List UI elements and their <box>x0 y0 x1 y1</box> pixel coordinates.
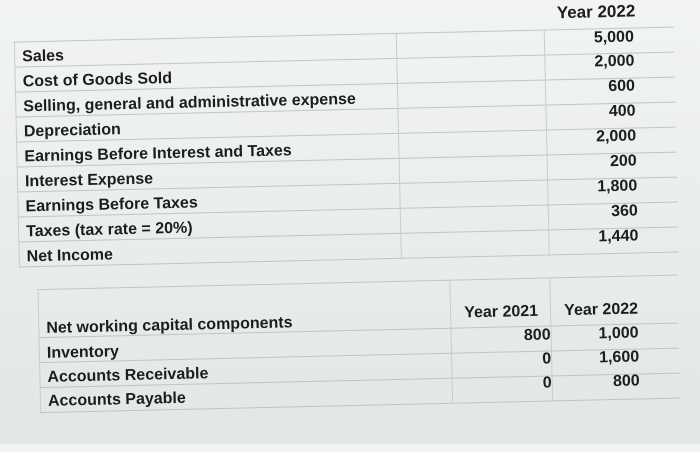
row-value-inventory-2021: 800 <box>523 326 551 345</box>
row-label-ebt: Earnings Before Taxes <box>25 194 198 216</box>
row-value-accounts-payable-2021: 0 <box>542 374 552 392</box>
row-value-accounts-receivable-2022: 1,600 <box>598 348 640 367</box>
row-label-depreciation: Depreciation <box>23 121 121 141</box>
row-value-cogs: 2,000 <box>594 52 635 71</box>
row-value-sga: 600 <box>608 77 636 96</box>
row-label-inventory: Inventory <box>46 343 120 362</box>
column-header-year-2021: Year 2021 <box>464 302 539 322</box>
row-label-cogs: Cost of Goods Sold <box>22 70 173 91</box>
grid-line <box>37 289 42 413</box>
row-value-depreciation: 400 <box>608 102 636 121</box>
row-value-inventory-2022: 1,000 <box>598 324 639 343</box>
row-value-accounts-receivable-2021: 0 <box>542 350 552 368</box>
row-value-taxes: 360 <box>610 202 639 221</box>
row-label-accounts-payable: Accounts Payable <box>47 389 186 410</box>
row-label-accounts-receivable: Accounts Receivable <box>47 365 209 386</box>
row-value-accounts-payable-2022: 800 <box>612 372 640 391</box>
row-label-ebit: Earnings Before Interest and Taxes <box>24 142 292 166</box>
section-title-working-capital: Net working capital components <box>46 314 293 337</box>
row-value-net-income: 1,440 <box>598 227 639 246</box>
row-label-taxes: Taxes (tax rate = 20%) <box>25 219 193 241</box>
row-value-sales: 5,000 <box>593 28 635 47</box>
grid-line <box>395 32 402 258</box>
row-label-net-income: Net Income <box>26 246 114 266</box>
row-value-ebit: 2,000 <box>595 127 637 146</box>
row-label-sales: Sales <box>21 47 65 66</box>
column-header-year-2022: Year 2022 <box>564 300 639 320</box>
grid-line <box>37 274 678 291</box>
row-value-ebt: 1,800 <box>597 177 638 196</box>
column-header-year-2022: Year 2022 <box>556 1 636 23</box>
grid-line <box>13 41 20 267</box>
row-label-interest-expense: Interest Expense <box>24 170 154 191</box>
grid-line <box>18 251 679 268</box>
row-value-interest-expense: 200 <box>609 152 637 171</box>
row-label-sga: Selling, general and administrative expe… <box>23 90 356 116</box>
